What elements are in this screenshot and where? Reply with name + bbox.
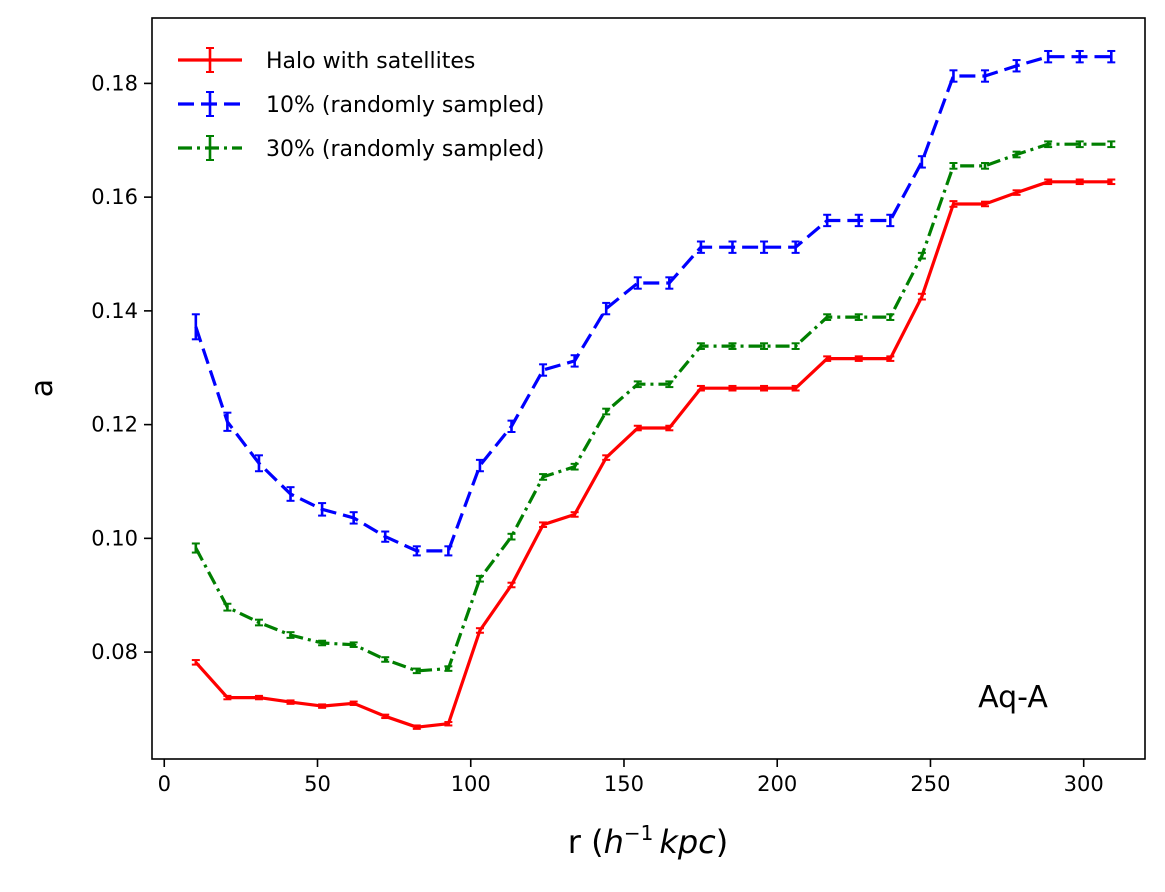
legend: Halo with satellites 10% (randomly sample… [178, 47, 544, 162]
y-axis: 0.08 0.10 0.12 0.14 0.16 0.18 [91, 71, 152, 664]
x-tick-label: 0 [158, 772, 171, 796]
x-axis-label-unit: kpc [659, 823, 716, 861]
legend-entry: 30% (randomly sampled) [178, 135, 544, 162]
legend-entry: 10% (randomly sampled) [178, 91, 544, 118]
x-tick-label: 300 [1064, 772, 1104, 796]
y-tick-label: 0.14 [91, 299, 138, 323]
y-tick-label: 0.16 [91, 185, 138, 209]
legend-entry: Halo with satellites [178, 47, 475, 74]
y-tick-label: 0.10 [91, 526, 138, 550]
x-axis-label-prefix: r ( [568, 823, 604, 861]
series-1 [191, 49, 1116, 557]
annotation-label: Aq-A [978, 680, 1048, 715]
legend-label: 30% (randomly sampled) [266, 137, 544, 162]
series-line [194, 55, 1112, 553]
y-tick-label: 0.18 [91, 71, 138, 95]
series-layer [191, 49, 1116, 730]
series-line [194, 180, 1112, 729]
y-tick-label: 0.08 [91, 640, 138, 664]
series-0 [191, 178, 1116, 730]
series-line [194, 142, 1112, 673]
x-axis-label-h: h [604, 823, 624, 861]
x-axis-label-exp: −1 [624, 821, 653, 845]
y-axis-label: a [25, 379, 60, 397]
x-tick-label: 50 [304, 772, 331, 796]
x-axis-label: r (h−1 kpc) [568, 821, 729, 861]
y-tick-label: 0.12 [91, 413, 138, 437]
x-tick-label: 150 [604, 772, 644, 796]
x-tick-label: 250 [910, 772, 950, 796]
legend-label: Halo with satellites [266, 49, 475, 74]
series-2 [191, 140, 1116, 675]
x-axis-label-suffix: ) [716, 823, 728, 861]
x-tick-label: 100 [451, 772, 491, 796]
x-axis: 0 50 100 150 200 250 300 [158, 759, 1104, 796]
legend-label: 10% (randomly sampled) [266, 93, 544, 118]
x-tick-label: 200 [757, 772, 797, 796]
plot-frame [151, 17, 1146, 760]
